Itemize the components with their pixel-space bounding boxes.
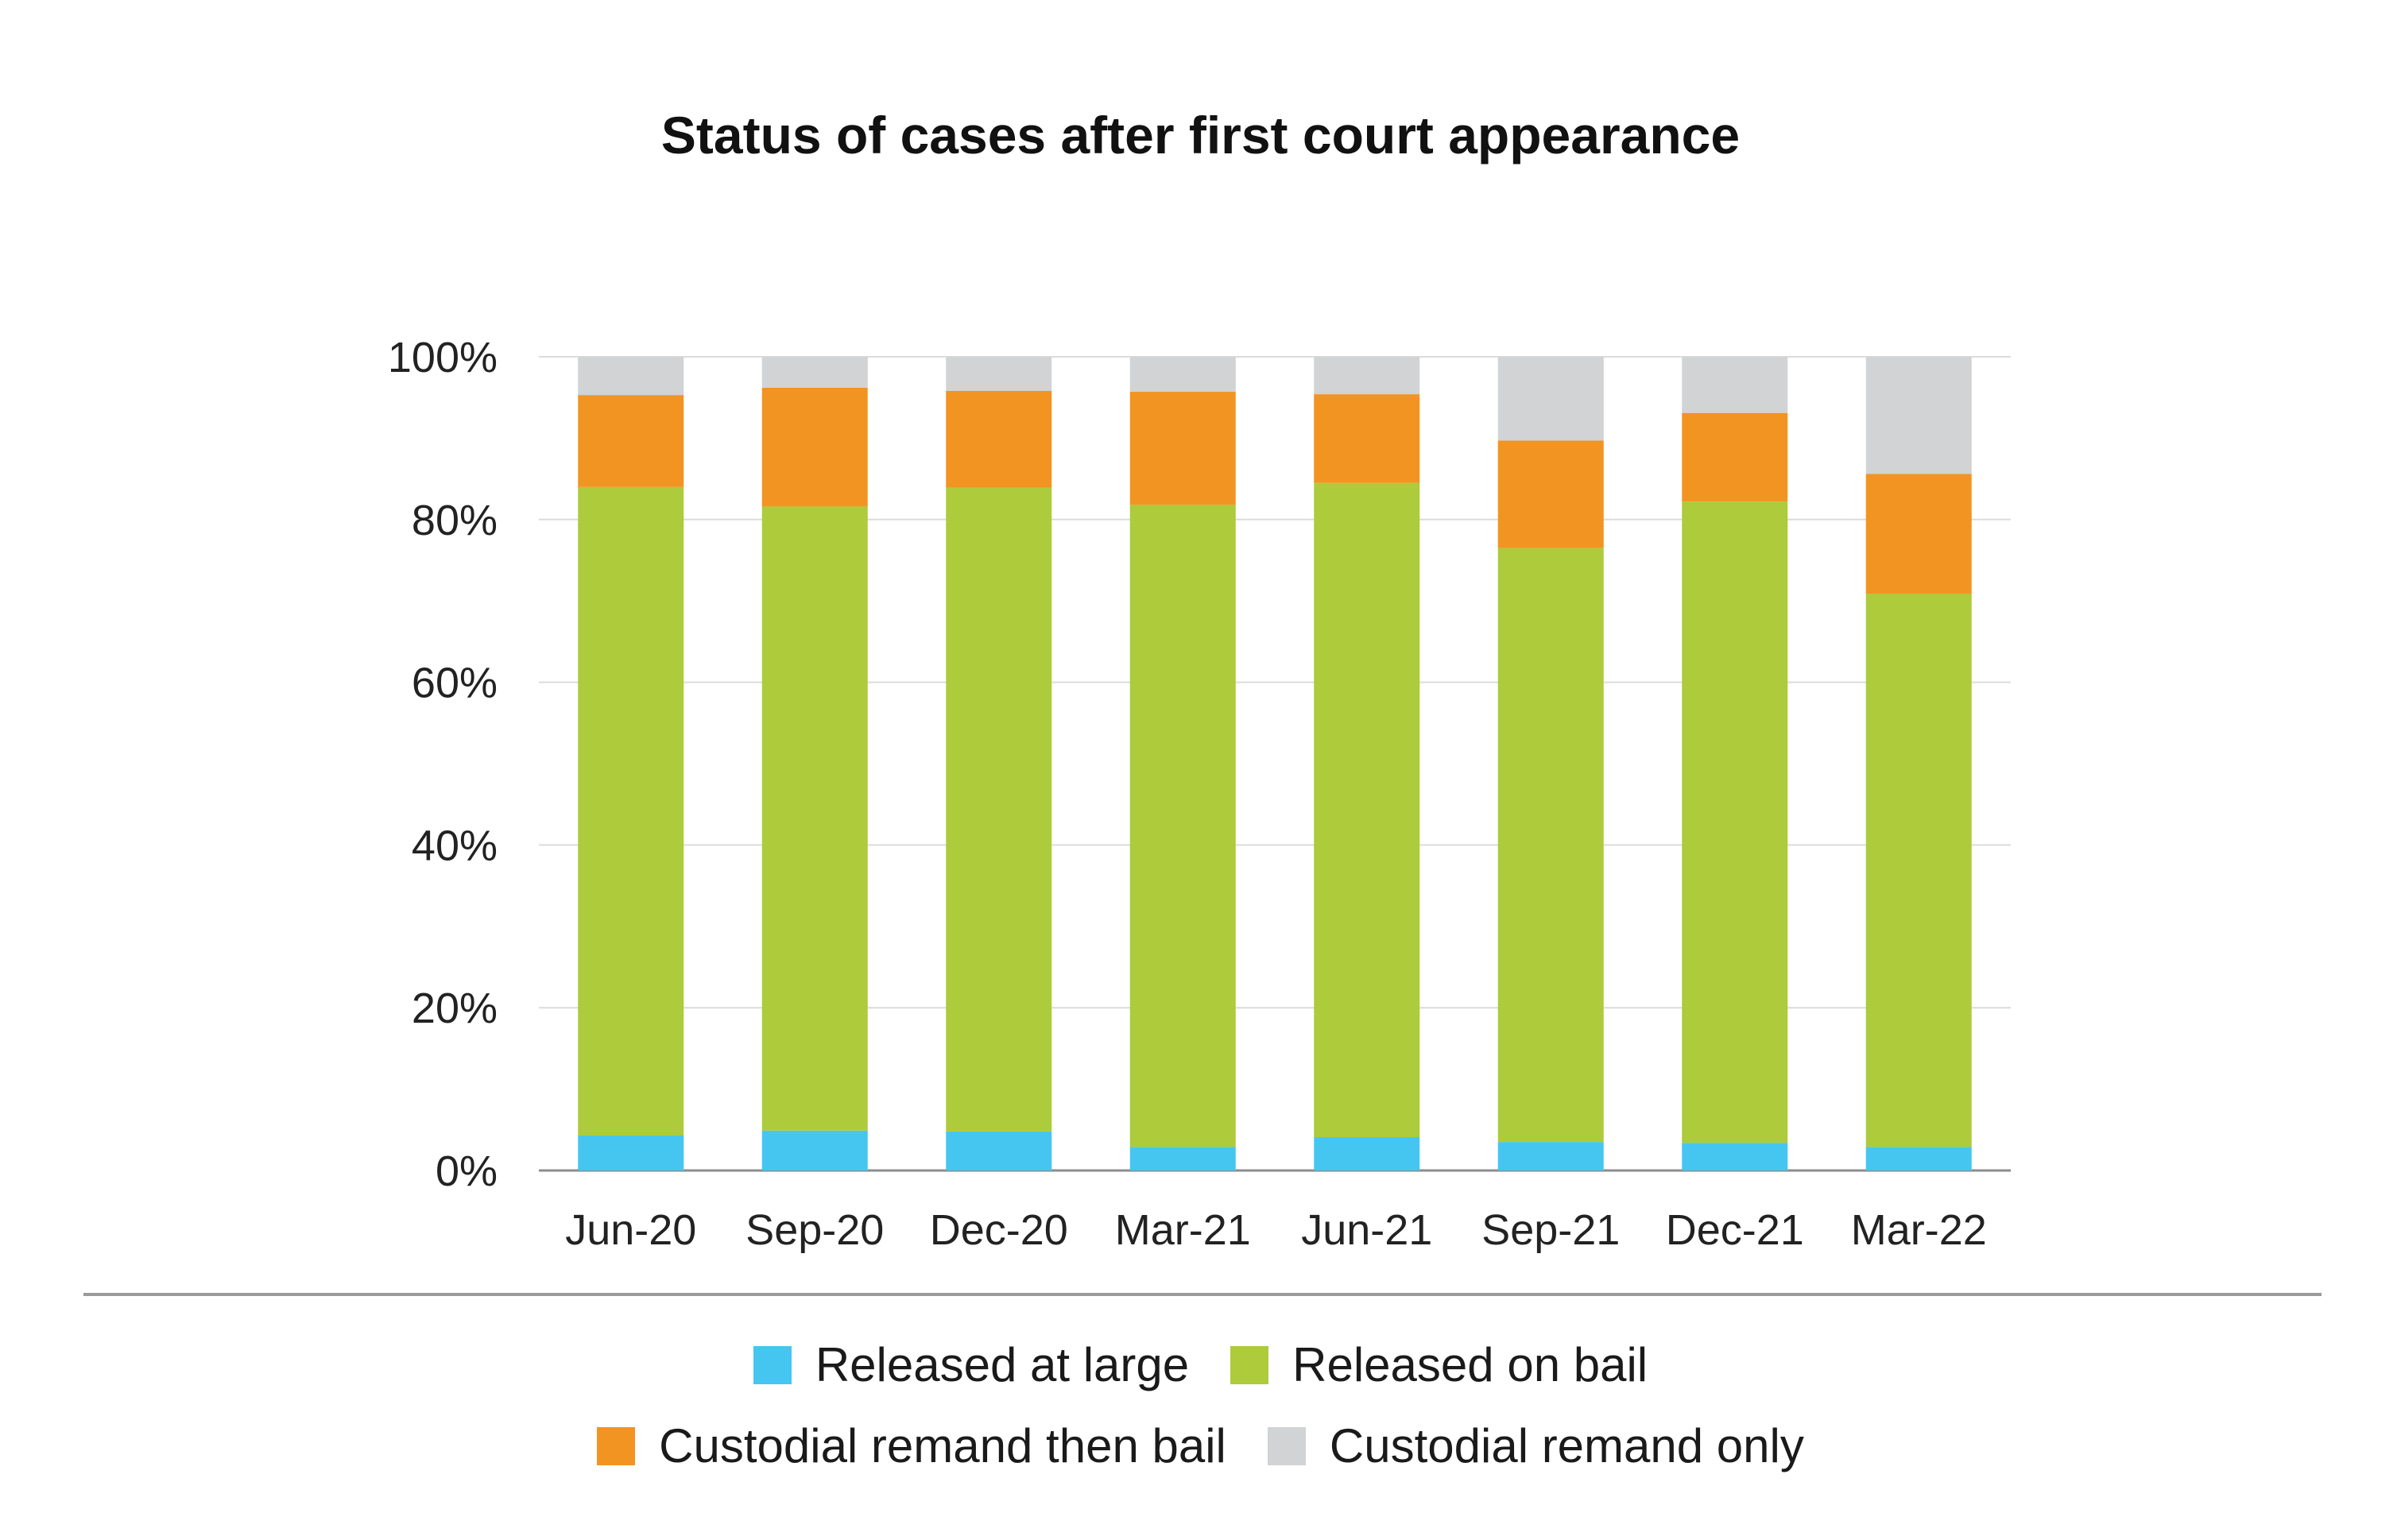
bar-custodial-remand-only-mar-22 bbox=[1865, 357, 1972, 474]
legend-row-1: Released at large Released on bail bbox=[0, 1337, 2401, 1392]
bar-released-at-large-jun-20 bbox=[578, 1135, 684, 1170]
bar-released-on-bail-jun-21 bbox=[1314, 482, 1420, 1138]
x-tick-label: Mar-22 bbox=[1851, 1206, 1987, 1254]
legend-item: Custodial remand only bbox=[1267, 1418, 1804, 1473]
bar-released-at-large-jun-21 bbox=[1314, 1137, 1420, 1170]
gridlines bbox=[539, 356, 2011, 1172]
legend-label: Custodial remand only bbox=[1329, 1419, 1804, 1472]
bar-released-on-bail-dec-20 bbox=[946, 487, 1052, 1132]
bar-released-at-large-mar-21 bbox=[1129, 1147, 1236, 1170]
legend-swatch bbox=[1267, 1426, 1306, 1465]
legend-item: Custodial remand then bail bbox=[597, 1418, 1226, 1473]
bar-released-on-bail-sep-21 bbox=[1497, 548, 1604, 1143]
legend-swatch bbox=[753, 1345, 792, 1384]
bar-custodial-remand-then-bail-dec-21 bbox=[1682, 412, 1788, 502]
chart-plot: 0% 20% 40% 60% 80% 100% Jun-20 Sep-20 Dec-20 Mar-… bbox=[388, 334, 2011, 1254]
chart-title: Status of cases after first court appear… bbox=[660, 106, 1741, 164]
bar-custodial-remand-then-bail-dec-20 bbox=[946, 391, 1052, 488]
bar-custodial-remand-then-bail-sep-20 bbox=[761, 387, 868, 507]
y-tick-label: 100% bbox=[388, 334, 498, 381]
bar-custodial-remand-then-bail-jun-20 bbox=[578, 395, 684, 487]
bars bbox=[578, 357, 1972, 1170]
y-tick-label: 60% bbox=[412, 660, 498, 707]
bar-custodial-remand-only-jun-20 bbox=[578, 357, 684, 396]
x-tick-label: Sep-21 bbox=[1481, 1206, 1620, 1254]
bar-custodial-remand-only-jun-21 bbox=[1314, 357, 1420, 395]
bar-released-on-bail-mar-22 bbox=[1865, 593, 1972, 1147]
bar-released-at-large-sep-20 bbox=[761, 1130, 868, 1170]
x-tick-label: Sep-20 bbox=[745, 1206, 884, 1254]
x-tick-label: Jun-20 bbox=[565, 1206, 696, 1254]
bar-custodial-remand-only-sep-21 bbox=[1497, 357, 1604, 441]
bar-released-on-bail-dec-21 bbox=[1682, 501, 1788, 1143]
legend-label: Released on bail bbox=[1292, 1338, 1648, 1391]
legend-swatch bbox=[1230, 1345, 1269, 1384]
bar-custodial-remand-then-bail-jun-21 bbox=[1314, 394, 1420, 483]
x-tick-label: Mar-21 bbox=[1115, 1206, 1251, 1254]
x-tick-label: Dec-20 bbox=[930, 1206, 1068, 1254]
y-tick-label: 40% bbox=[412, 822, 498, 869]
legend-label: Released at large bbox=[815, 1338, 1190, 1391]
bar-released-on-bail-jun-20 bbox=[578, 486, 684, 1136]
legend-label: Custodial remand then bail bbox=[659, 1419, 1226, 1472]
legend-swatch bbox=[597, 1426, 636, 1465]
y-tick-label: 80% bbox=[412, 497, 498, 544]
legend-item: Released on bail bbox=[1230, 1337, 1648, 1392]
y-tick-label: 0% bbox=[436, 1147, 498, 1195]
bar-custodial-remand-only-mar-21 bbox=[1129, 357, 1236, 393]
bar-released-at-large-dec-21 bbox=[1682, 1143, 1788, 1170]
x-tick-label: Dec-21 bbox=[1666, 1206, 1804, 1254]
bar-custodial-remand-then-bail-mar-22 bbox=[1865, 474, 1972, 594]
y-tick-label: 20% bbox=[412, 985, 498, 1032]
legend-item: Released at large bbox=[753, 1337, 1189, 1392]
legend-row-2: Custodial remand then bail Custodial rema… bbox=[0, 1418, 2401, 1473]
bar-released-on-bail-sep-20 bbox=[761, 506, 868, 1131]
x-tick-label: Jun-21 bbox=[1301, 1206, 1432, 1254]
legend-divider bbox=[83, 1293, 2322, 1296]
bar-custodial-remand-only-dec-21 bbox=[1682, 357, 1788, 413]
bar-released-at-large-mar-22 bbox=[1865, 1147, 1972, 1170]
bar-custodial-remand-only-sep-20 bbox=[761, 357, 868, 388]
bar-released-at-large-dec-20 bbox=[946, 1131, 1052, 1170]
bar-custodial-remand-then-bail-sep-21 bbox=[1497, 440, 1604, 548]
bar-released-at-large-sep-21 bbox=[1497, 1142, 1604, 1170]
bar-custodial-remand-then-bail-mar-21 bbox=[1129, 392, 1236, 505]
bar-custodial-remand-only-dec-20 bbox=[946, 357, 1052, 392]
bar-released-on-bail-mar-21 bbox=[1129, 505, 1236, 1147]
axis-labels: 0% 20% 40% 60% 80% 100% Jun-20 Sep-20 Dec-20 Mar-… bbox=[388, 334, 1987, 1254]
